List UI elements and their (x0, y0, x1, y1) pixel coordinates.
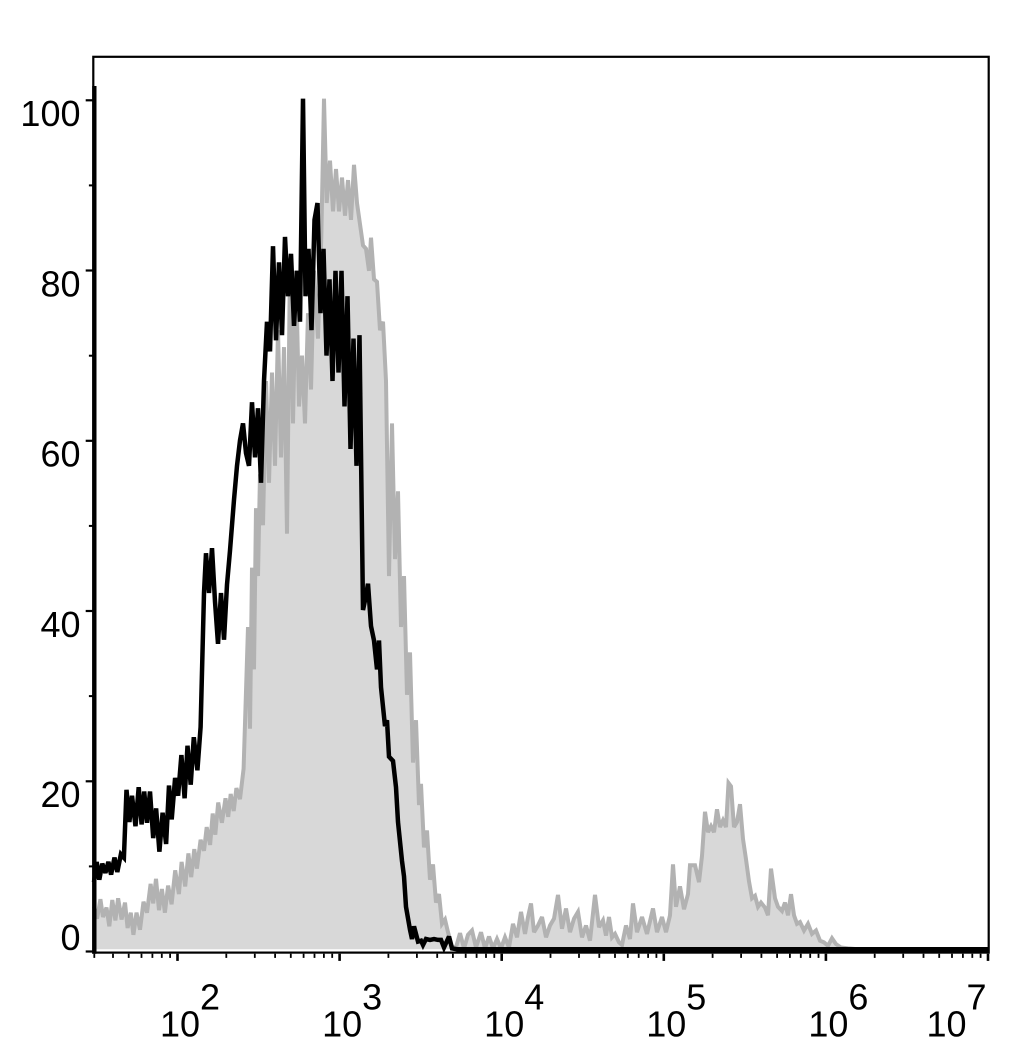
svg-text:10: 10 (646, 1004, 686, 1039)
svg-text:10: 10 (808, 1004, 848, 1039)
svg-text:5: 5 (686, 977, 706, 1018)
svg-text:3: 3 (362, 977, 382, 1018)
svg-text:2: 2 (200, 977, 220, 1018)
svg-text:10: 10 (484, 1004, 524, 1039)
svg-text:10: 10 (322, 1004, 362, 1039)
svg-text:100: 100 (20, 93, 80, 134)
svg-text:7: 7 (966, 977, 986, 1018)
svg-text:4: 4 (524, 977, 544, 1018)
svg-text:10: 10 (160, 1004, 200, 1039)
svg-text:60: 60 (40, 434, 80, 475)
svg-text:6: 6 (848, 977, 868, 1018)
svg-text:10: 10 (926, 1004, 966, 1039)
svg-text:0: 0 (60, 917, 80, 958)
svg-text:20: 20 (40, 774, 80, 815)
svg-text:40: 40 (40, 604, 80, 645)
svg-text:80: 80 (40, 263, 80, 304)
